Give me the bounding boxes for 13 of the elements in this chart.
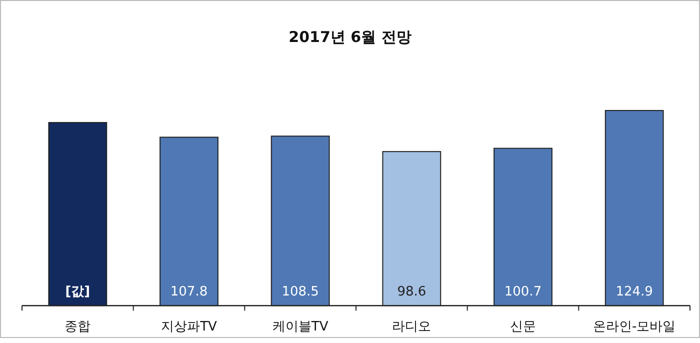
x-tick-label: 신문	[510, 320, 536, 335]
data-label: [값]	[65, 284, 90, 300]
chart-title: 2017년 6월 전망	[288, 28, 412, 46]
x-tick-label: 지상파TV	[161, 320, 218, 335]
data-label: 107.8	[170, 284, 208, 300]
data-label: 100.7	[504, 284, 542, 300]
x-tick-label: 온라인-모바일	[592, 320, 676, 335]
data-label: 108.5	[282, 284, 319, 300]
data-label: 98.6	[397, 284, 426, 300]
x-tick-label: 라디오	[392, 320, 432, 335]
x-tick-label: 종합	[64, 320, 91, 335]
data-label: 124.9	[616, 284, 653, 300]
x-tick-label: 케이블TV	[272, 320, 328, 335]
